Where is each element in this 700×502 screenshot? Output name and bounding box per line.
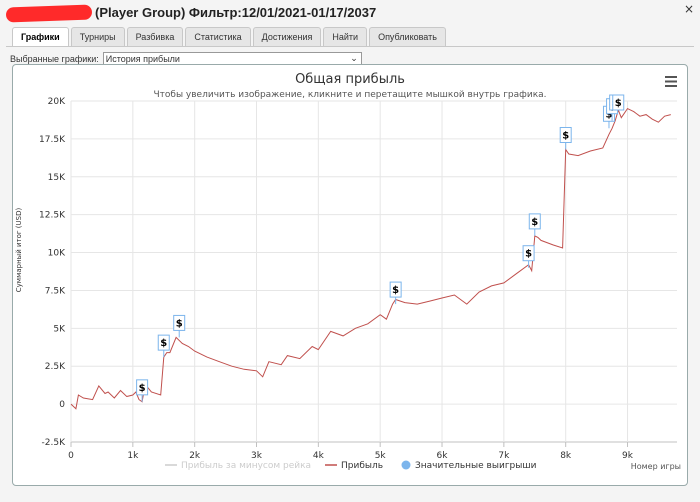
big-win-flag-label: $ [160, 338, 167, 349]
tab-divider [6, 46, 694, 47]
big-win-flag[interactable]: $ [559, 126, 572, 150]
y-tick-label: 2.5K [45, 362, 66, 372]
legend-item-profit[interactable]: Прибыль [325, 461, 383, 471]
series-layer [70, 107, 671, 410]
legend: Прибыль за минусом рейка Прибыль Значите… [165, 460, 537, 472]
chart-subtitle: Чтобы увеличить изображение, кликните и … [153, 90, 546, 100]
tab-find[interactable]: Найти [323, 27, 368, 46]
x-tick-label: 4k [313, 451, 325, 461]
x-axis-ticks: 0 1k 2k 3k 4k 5k 6k 7k 8k 9k [68, 442, 634, 461]
tab-breakdown[interactable]: Разбивка [126, 27, 184, 46]
big-win-flag[interactable]: $ [173, 314, 186, 338]
y-tick-label: 17.5K [39, 135, 66, 145]
hamburger-icon[interactable] [665, 76, 677, 87]
legend-item-rake[interactable]: Прибыль за минусом рейка [165, 461, 311, 471]
x-tick-label: 1k [127, 451, 139, 461]
big-win-flag-label: $ [176, 318, 183, 329]
redacted-name [5, 4, 93, 23]
y-tick-label: 5K [53, 324, 66, 334]
legend-label-big-wins: Значительные выигрыши [415, 461, 537, 471]
legend-label-rake: Прибыль за минусом рейка [181, 461, 311, 471]
window-title: (Player Group) Фильтр:12/01/2021-01/17/2… [95, 5, 377, 20]
big-win-flag-label: $ [605, 109, 612, 120]
chart-selector-value: История прибыли [105, 54, 180, 64]
tab-tournaments[interactable]: Турниры [70, 27, 125, 46]
big-win-flag[interactable]: $ [522, 245, 535, 268]
y-tick-label: 10K [48, 249, 66, 259]
x-tick-label: 0 [68, 451, 74, 461]
big-win-flag[interactable]: $ [612, 94, 625, 111]
tab-statistics[interactable]: Статистика [185, 27, 251, 46]
big-win-flag-label: $ [562, 130, 569, 141]
y-tick-label: 0 [59, 400, 65, 410]
legend-label-profit: Прибыль [341, 461, 383, 471]
x-tick-label: 2k [189, 451, 201, 461]
chart-title: Общая прибыль [295, 72, 405, 87]
chevron-down-icon: ⌄ [350, 53, 358, 63]
x-tick-label: 8k [560, 451, 572, 461]
close-icon[interactable]: × [683, 2, 694, 16]
y-tick-label: 20K [48, 97, 66, 107]
chart-selector-row: Выбранные графики: История прибыли ⌄ [10, 52, 362, 66]
x-tick-label: 5k [375, 451, 387, 461]
x-tick-label: 6k [437, 451, 449, 461]
big-win-flag[interactable]: $ [157, 334, 170, 358]
big-win-markers: $$$$$$$$$$$ [136, 94, 625, 402]
x-axis-label: Номер игры [631, 462, 681, 471]
y-tick-label: 7.5K [45, 286, 66, 296]
big-win-flag[interactable]: $ [136, 379, 149, 402]
big-win-flag-label: $ [615, 98, 622, 109]
big-win-flag-label: $ [392, 285, 399, 296]
big-win-flag-label: $ [525, 249, 532, 260]
grid-lines [70, 100, 677, 443]
y-tick-label: 15K [48, 173, 66, 183]
y-axis-ticks: -2.5K 0 2.5K 5K 7.5K 10K 12.5K 15K 17.5K 20K [39, 97, 66, 448]
y-tick-label: 12.5K [39, 211, 66, 221]
chart-panel[interactable]: Общая прибыль Чтобы увеличить изображени… [12, 64, 688, 486]
y-tick-label: -2.5K [42, 438, 67, 448]
x-tick-label: 3k [251, 451, 263, 461]
big-win-flag[interactable]: $ [528, 213, 541, 236]
big-win-flag-label: $ [139, 383, 146, 394]
x-tick-label: 9k [622, 451, 634, 461]
tab-bar: Графики Турниры Разбивка Статистика Дост… [12, 27, 446, 47]
y-axis-label: Суммарный итог (USD) [15, 208, 23, 293]
x-tick-label: 7k [498, 451, 510, 461]
big-win-flag-label: $ [531, 217, 538, 228]
tab-graphs[interactable]: Графики [12, 27, 69, 46]
legend-item-big-wins[interactable]: Значительные выигрыши [401, 460, 537, 472]
title-bar: (Player Group) Фильтр:12/01/2021-01/17/2… [0, 0, 700, 26]
tab-achievements[interactable]: Достижения [252, 27, 322, 46]
chart-selector-label: Выбранные графики: [10, 54, 99, 64]
profit-series-line [70, 107, 671, 410]
profit-chart[interactable]: Общая прибыль Чтобы увеличить изображени… [13, 65, 687, 485]
tab-publish[interactable]: Опубликовать [369, 27, 446, 46]
big-win-flag[interactable]: $ [389, 281, 402, 305]
